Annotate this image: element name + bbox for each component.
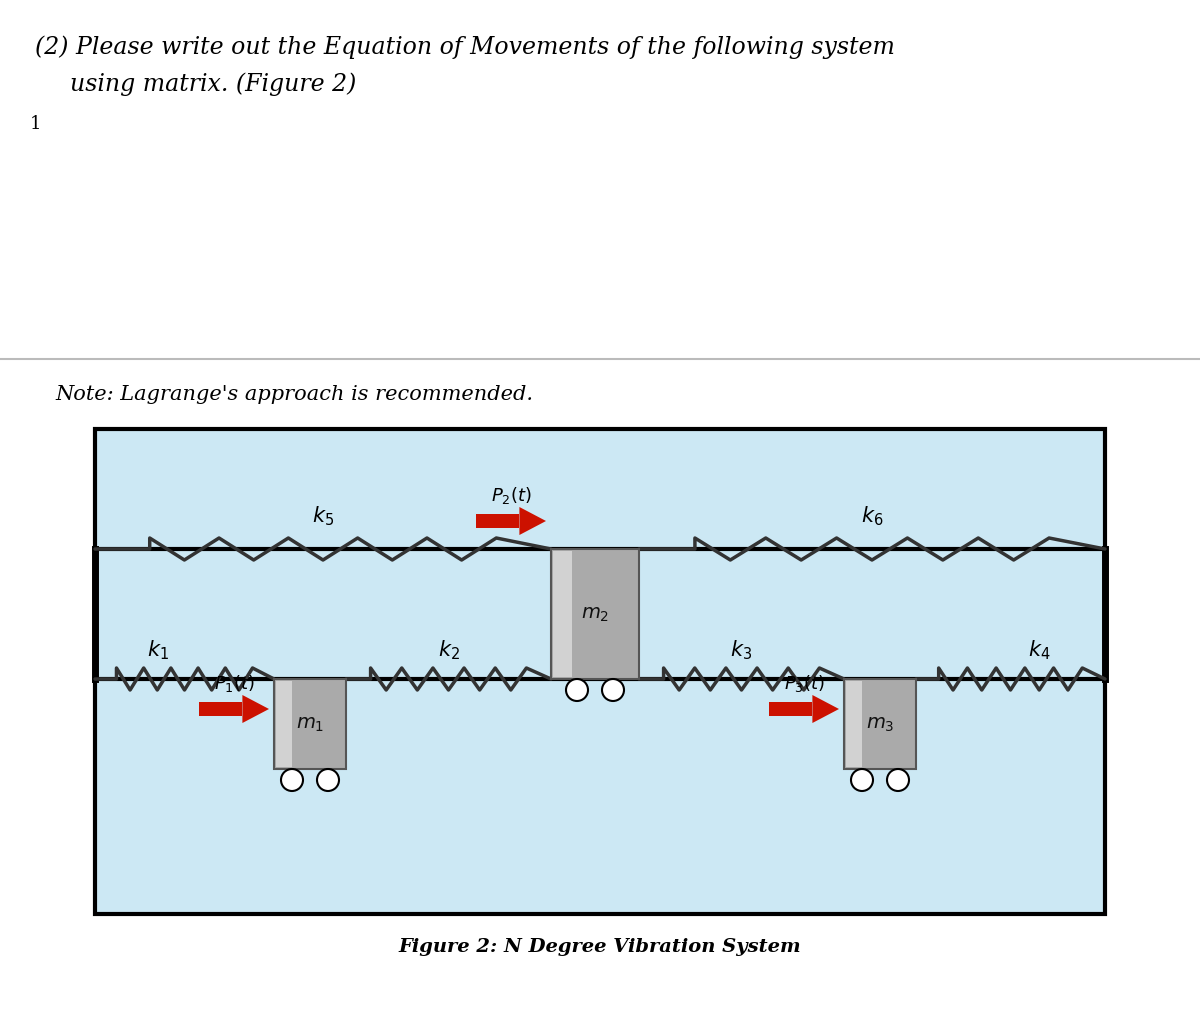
Circle shape bbox=[566, 680, 588, 701]
Circle shape bbox=[317, 769, 340, 791]
Text: Figure 2: N Degree Vibration System: Figure 2: N Degree Vibration System bbox=[398, 937, 802, 955]
Polygon shape bbox=[520, 507, 546, 535]
Text: 1: 1 bbox=[30, 115, 42, 132]
Text: $k_3$: $k_3$ bbox=[731, 638, 752, 661]
Bar bbox=[551, 549, 640, 680]
Text: $m_1$: $m_1$ bbox=[296, 715, 324, 734]
Text: $k_6$: $k_6$ bbox=[860, 504, 883, 528]
Polygon shape bbox=[242, 695, 269, 723]
Text: $k_2$: $k_2$ bbox=[438, 638, 460, 661]
Text: (2) Please write out the Equation of Movements of the following system: (2) Please write out the Equation of Mov… bbox=[35, 35, 895, 58]
Text: $k_1$: $k_1$ bbox=[146, 638, 169, 661]
Text: $m_3$: $m_3$ bbox=[865, 715, 894, 734]
Circle shape bbox=[887, 769, 910, 791]
Bar bbox=[274, 680, 346, 769]
Text: Note: Lagrange's approach is recommended.: Note: Lagrange's approach is recommended… bbox=[55, 384, 533, 404]
Bar bbox=[199, 702, 242, 716]
Circle shape bbox=[281, 769, 304, 791]
Text: $P_3(t)$: $P_3(t)$ bbox=[784, 673, 824, 693]
Bar bbox=[846, 682, 862, 767]
Bar bbox=[553, 551, 572, 678]
Text: $P_1(t)$: $P_1(t)$ bbox=[214, 673, 254, 693]
Text: $m_2$: $m_2$ bbox=[581, 605, 610, 624]
Circle shape bbox=[851, 769, 874, 791]
Bar bbox=[276, 682, 292, 767]
Bar bbox=[95, 430, 1105, 914]
Text: using matrix. (Figure 2): using matrix. (Figure 2) bbox=[70, 72, 356, 96]
Polygon shape bbox=[812, 695, 839, 723]
Text: $k_5$: $k_5$ bbox=[312, 504, 334, 528]
Text: $P_2(t)$: $P_2(t)$ bbox=[491, 484, 532, 505]
Text: $k_4$: $k_4$ bbox=[1027, 638, 1050, 661]
Bar bbox=[769, 702, 812, 716]
Circle shape bbox=[602, 680, 624, 701]
Bar bbox=[844, 680, 916, 769]
Bar bbox=[476, 515, 520, 529]
